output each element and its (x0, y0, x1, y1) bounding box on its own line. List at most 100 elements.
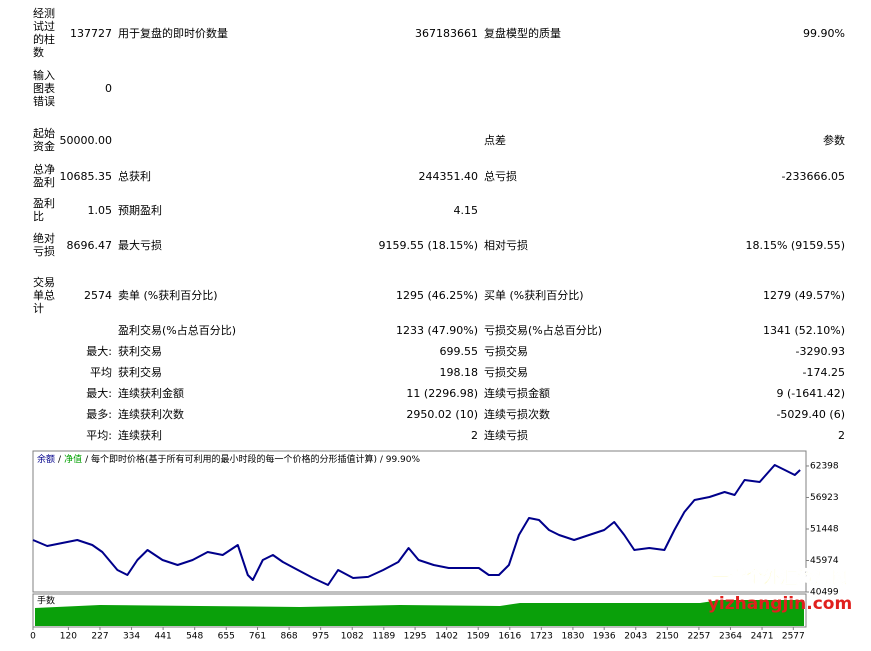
report-table: 经测试过的柱数 137727 用于复盘的即时价数量 367183661 复盘模型的质量 9… (33, 4, 845, 443)
cell-text: 相对亏损 (484, 239, 528, 252)
cell-text: 买单 (%获利百分比) (484, 289, 584, 302)
cell-text: 2 (471, 428, 478, 442)
table-label: 输入图表错误 (33, 66, 63, 110)
table-value: 1.05 (62, 196, 113, 224)
cell-text: 盈利比 (33, 197, 55, 223)
cell-text: 总亏损 (484, 170, 517, 183)
table-value3: 9 (-1641.42) (645, 385, 845, 401)
cell-text: 1341 (52.10%) (762, 323, 845, 337)
y-tick-label: 62398 (810, 461, 839, 471)
cell-text: 10685.35 (59, 169, 113, 183)
x-tick-label: 1723 (530, 632, 553, 642)
table-label2: 获利交易 (118, 343, 418, 359)
cell-text: 9159.55 (18.15%) (378, 238, 478, 252)
table-label2: 盈利交易(%占总百分比) (118, 322, 418, 338)
cell-text: 亏损交易 (484, 366, 528, 379)
cell-text: 平均 (90, 366, 112, 379)
lots-area (35, 600, 804, 626)
table-value2: 11 (2296.98) (300, 385, 478, 401)
table-label2: 总获利 (118, 160, 418, 192)
table-value3: 1279 (49.57%) (645, 272, 845, 318)
x-tick-label: 2471 (751, 632, 774, 642)
table-value3: 18.15% (9159.55) (645, 230, 845, 260)
panel-label: 手数 (37, 595, 55, 607)
table-label2: 连续获利金额 (118, 385, 418, 401)
x-tick-label: 441 (155, 632, 172, 642)
cell-text: 连续获利次数 (118, 408, 184, 421)
table-label3: 复盘模型的质量 (484, 4, 784, 62)
cell-text: 最大亏损 (118, 239, 162, 252)
cell-text: 8696.47 (66, 238, 113, 252)
table-value2: 1295 (46.25%) (300, 272, 478, 318)
cell-text: -3290.93 (795, 344, 845, 358)
cell-text: 1279 (49.57%) (762, 288, 845, 302)
cell-text: 输入图表错误 (33, 68, 55, 108)
x-tick-label: 227 (91, 632, 108, 642)
cell-text: 连续亏损次数 (484, 408, 550, 421)
y-tick-label: 45974 (810, 556, 839, 566)
table-value: 2574 (62, 272, 112, 318)
x-tick-label: 0 (30, 632, 36, 642)
cell-text: 获利交易 (118, 366, 162, 379)
table-label3: 亏损交易 (484, 343, 784, 359)
x-tick-label: 2043 (624, 632, 647, 642)
cell-text: 平均: (86, 429, 112, 442)
table-label: 起始资金 (33, 124, 63, 156)
legend-text: / 每个即时价格(基于所有可利用的最小时段的每一个价格的分形插值计算) / 99… (85, 453, 420, 465)
table-value2: 4.15 (300, 196, 479, 224)
cell-text: 11 (2296.98) (406, 386, 478, 400)
cell-text: 198.18 (439, 365, 479, 379)
table-value: 平均: (62, 427, 112, 443)
cell-text: 总获利 (118, 170, 151, 183)
cell-text: 最大: (86, 345, 112, 358)
cell-text: 卖单 (%获利百分比) (118, 289, 218, 302)
table-value3: -174.25 (645, 364, 845, 380)
cell-text: 连续亏损 (484, 429, 528, 442)
x-tick-label: 1509 (467, 632, 490, 642)
table-value: 最大: (62, 343, 112, 359)
table-value: 137727 (62, 4, 112, 62)
cell-text: 连续获利金额 (118, 387, 184, 400)
table-value2: 1233 (47.90%) (300, 322, 478, 338)
cell-text: 1.05 (87, 203, 113, 217)
cell-text: 137727 (70, 26, 112, 40)
x-tick-label: 1295 (404, 632, 427, 642)
cell-text: 1295 (46.25%) (395, 288, 478, 302)
x-tick-label: 655 (218, 632, 235, 642)
x-tick-label: 548 (186, 632, 203, 642)
table-label2: 用于复盘的即时价数量 (118, 4, 418, 62)
plot-frame (32, 450, 807, 593)
cell-text: 盈利交易(%占总百分比) (118, 324, 237, 337)
cell-text: -233666.05 (781, 169, 845, 183)
y-tick-label: 51448 (810, 524, 839, 534)
table-label3: 亏损交易(%占总百分比) (484, 322, 784, 338)
balance-line (32, 464, 801, 586)
cell-text: 亏损交易 (484, 345, 528, 358)
x-tick-label: 2150 (656, 632, 679, 642)
cell-text: 参数 (823, 134, 845, 147)
table-value3: -233666.05 (645, 160, 845, 192)
cell-text: 367183661 (415, 26, 478, 40)
table-label: 盈利比 (33, 196, 63, 224)
table-value2: 9159.55 (18.15%) (300, 230, 478, 260)
table-value3: 1341 (52.10%) (645, 322, 845, 338)
table-value2: 367183661 (300, 4, 478, 62)
x-tick-label: 1830 (561, 632, 584, 642)
cell-text: 2 (838, 428, 845, 442)
cell-text: 最大: (86, 387, 112, 400)
legend-entry: 余额 (37, 453, 55, 465)
cell-text: 连续获利 (118, 429, 162, 442)
x-tick-label: 2257 (687, 632, 710, 642)
table-label3: 相对亏损 (484, 230, 784, 260)
x-tick-label: 868 (280, 632, 297, 642)
cell-text: 50000.00 (59, 133, 113, 147)
x-tick-label: 1936 (593, 632, 616, 642)
table-label: 交易单总计 (33, 272, 63, 318)
table-value: 平均 (62, 364, 112, 380)
table-label2: 获利交易 (118, 364, 418, 380)
cell-text: 连续亏损金额 (484, 387, 550, 400)
cell-text: 总净盈利 (33, 163, 55, 189)
cell-text: -174.25 (802, 365, 845, 379)
